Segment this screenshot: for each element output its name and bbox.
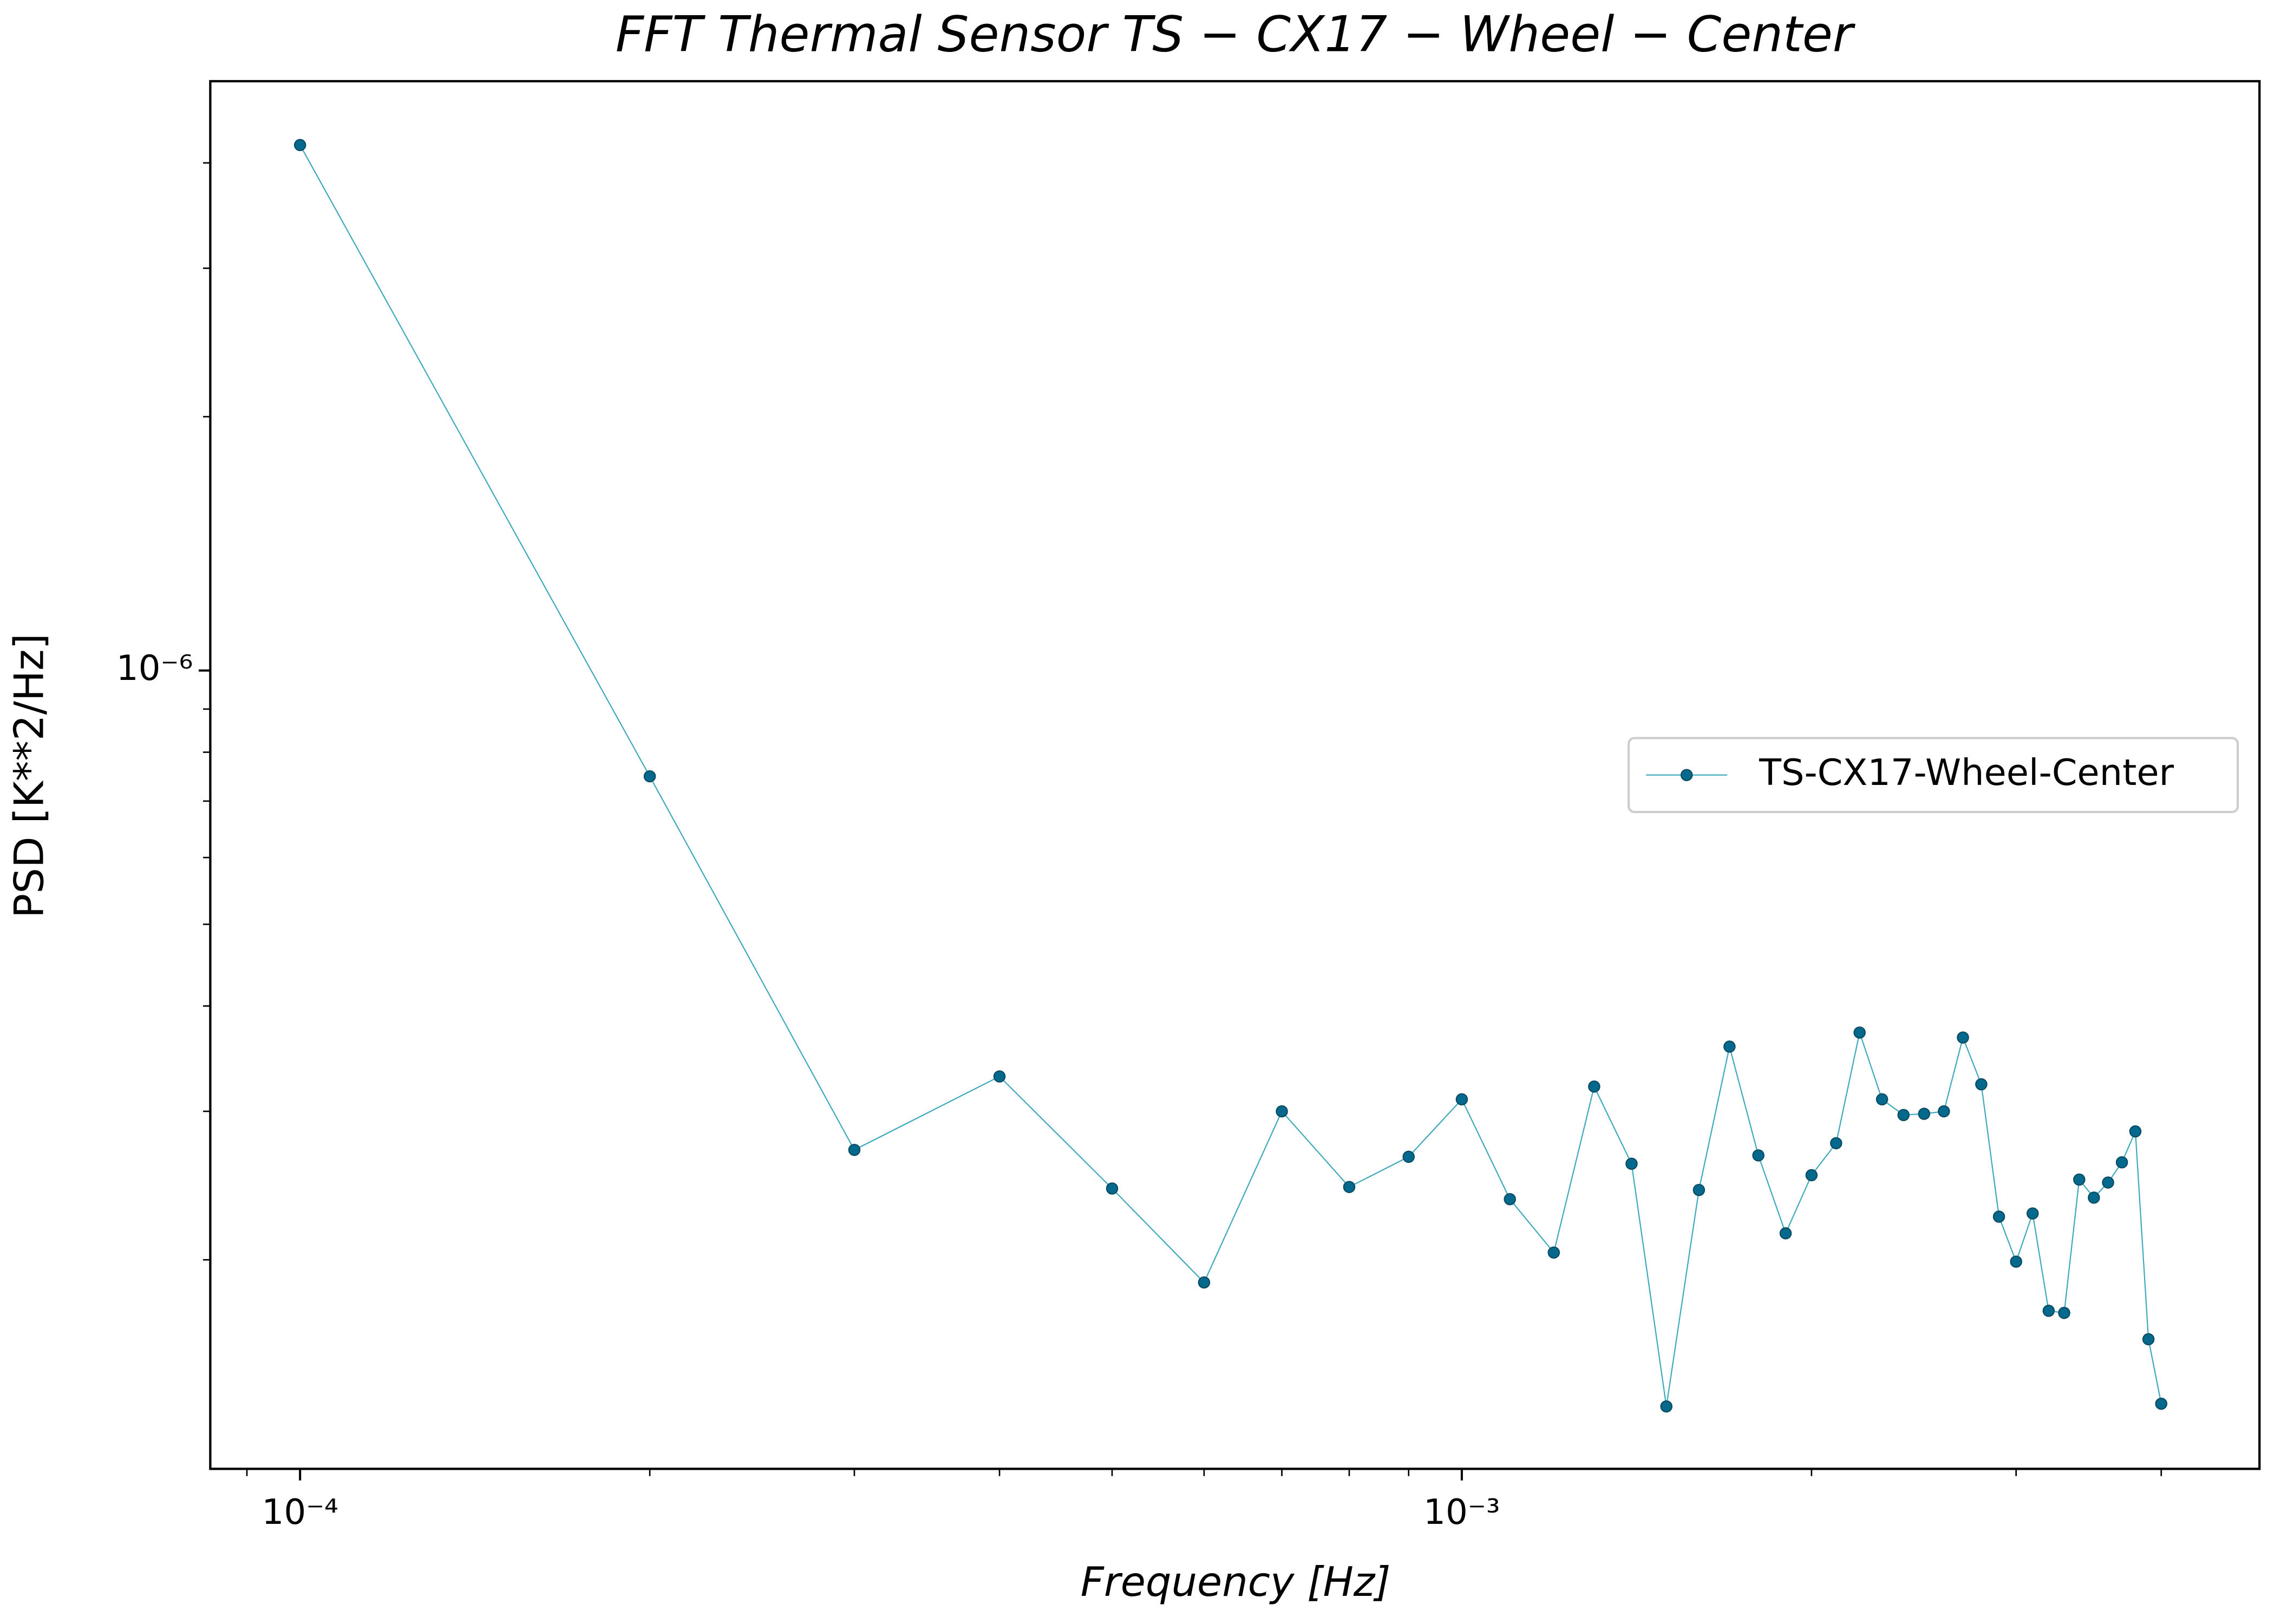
data-point — [2088, 1191, 2100, 1204]
data-point — [643, 770, 656, 783]
data-point — [1779, 1227, 1792, 1240]
data-point — [2155, 1397, 2167, 1410]
data-point — [1830, 1137, 1842, 1150]
legend-marker — [1680, 769, 1693, 781]
data-point — [1198, 1276, 1211, 1289]
y-tick-label: 10⁻⁶ — [116, 648, 193, 689]
data-point — [1876, 1093, 1889, 1106]
plot-frame — [209, 80, 2261, 1470]
data-point — [1918, 1108, 1931, 1120]
data-point — [1693, 1184, 1706, 1196]
data-point — [1343, 1181, 1356, 1193]
data-point — [1897, 1109, 1910, 1122]
data-point — [2010, 1255, 2022, 1268]
data-point — [1805, 1169, 1818, 1182]
legend-label: TS-CX17-Wheel-Center — [1759, 751, 2174, 794]
data-point — [1938, 1105, 1950, 1118]
data-point — [1276, 1105, 1288, 1118]
x-tick-label: 10⁻³ — [1423, 1492, 1500, 1533]
data-point — [2026, 1207, 2039, 1220]
data-point — [1660, 1400, 1672, 1413]
y-axis-label: PSD [K**2/Hz] — [5, 633, 53, 918]
data-point — [2115, 1156, 2128, 1169]
data-point — [1992, 1210, 2005, 1223]
data-point — [1455, 1093, 1468, 1106]
data-point — [1106, 1182, 1119, 1195]
data-point — [848, 1143, 861, 1156]
data-point — [1402, 1150, 1415, 1163]
data-point — [2129, 1125, 2142, 1138]
data-point — [1723, 1040, 1736, 1053]
data-point — [1752, 1149, 1765, 1162]
data-point — [2142, 1333, 2155, 1346]
data-point — [1625, 1157, 1638, 1170]
data-point — [2073, 1173, 2086, 1186]
legend: TS-CX17-Wheel-Center — [1628, 737, 2239, 814]
data-point — [1975, 1078, 1988, 1091]
x-axis-label: Frequency [Hz] — [1081, 1558, 1391, 1606]
data-point — [2102, 1176, 2114, 1189]
data-point — [2042, 1305, 2055, 1317]
data-point — [1547, 1246, 1560, 1259]
data-point — [993, 1070, 1006, 1083]
data-point — [293, 139, 306, 152]
data-point — [1853, 1026, 1866, 1039]
data-point — [1957, 1031, 1969, 1044]
chart-title: FFT Thermal Sensor TS − CX17 − Wheel − C… — [616, 6, 1856, 63]
legend-box — [1628, 737, 2239, 814]
data-point — [1504, 1193, 1516, 1206]
x-tick-label: 10⁻⁴ — [262, 1492, 338, 1533]
data-point — [1588, 1080, 1600, 1093]
series-line — [299, 145, 2162, 1407]
data-point — [2058, 1307, 2070, 1319]
